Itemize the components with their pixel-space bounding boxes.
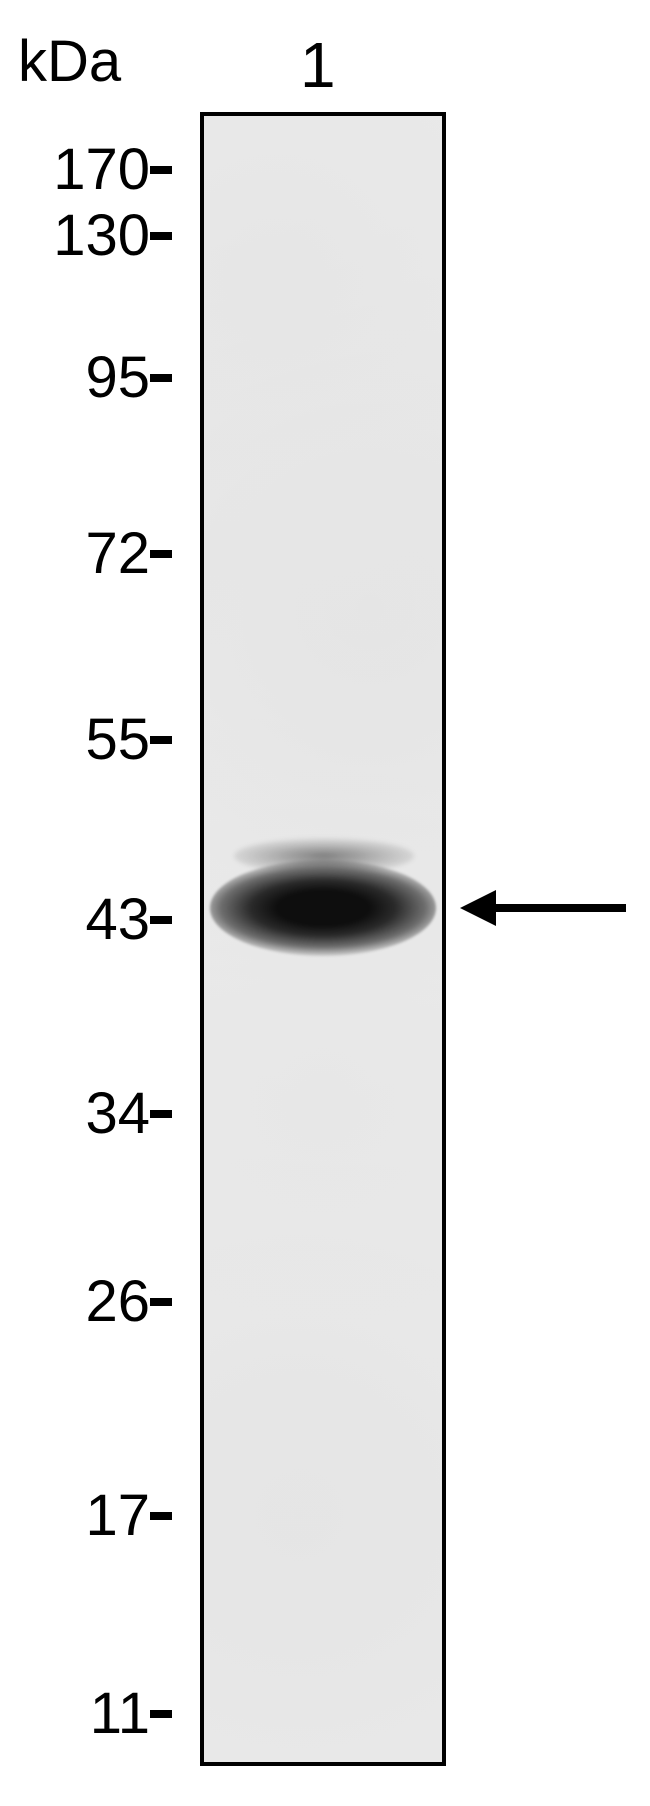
marker-tick	[150, 736, 172, 744]
marker-value: 11	[0, 1680, 150, 1747]
marker-value: 170	[0, 136, 150, 203]
blot-membrane	[204, 116, 442, 1762]
marker-17: 17	[0, 1482, 194, 1549]
marker-value: 130	[0, 202, 150, 269]
marker-tick	[150, 550, 172, 558]
marker-value: 95	[0, 344, 150, 411]
band-indicator-arrow	[460, 890, 626, 926]
figure-container: kDa 1 170 130 95 72 55 43 34 26 17 11	[0, 0, 650, 1806]
marker-value: 55	[0, 706, 150, 773]
marker-value: 34	[0, 1080, 150, 1147]
marker-value: 17	[0, 1482, 150, 1549]
marker-tick	[150, 1298, 172, 1306]
marker-tick	[150, 232, 172, 240]
marker-tick	[150, 1710, 172, 1718]
marker-95: 95	[0, 344, 194, 411]
marker-tick	[150, 1110, 172, 1118]
lane-1-label: 1	[300, 28, 336, 102]
marker-55: 55	[0, 706, 194, 773]
marker-value: 43	[0, 886, 150, 953]
marker-value: 72	[0, 520, 150, 587]
marker-34: 34	[0, 1080, 194, 1147]
protein-band-43kda	[210, 860, 436, 956]
marker-72: 72	[0, 520, 194, 587]
marker-tick	[150, 916, 172, 924]
protein-band-smear	[234, 838, 414, 874]
blot-lane-1	[200, 112, 446, 1766]
kda-axis-label: kDa	[18, 28, 121, 95]
marker-170: 170	[0, 136, 194, 203]
marker-tick	[150, 374, 172, 382]
marker-11: 11	[0, 1680, 194, 1747]
marker-26: 26	[0, 1268, 194, 1335]
marker-tick	[150, 1512, 172, 1520]
marker-tick	[150, 166, 172, 174]
marker-43: 43	[0, 886, 194, 953]
marker-130: 130	[0, 202, 194, 269]
arrow-shaft	[496, 904, 626, 912]
arrow-left-icon	[460, 890, 496, 926]
marker-value: 26	[0, 1268, 150, 1335]
